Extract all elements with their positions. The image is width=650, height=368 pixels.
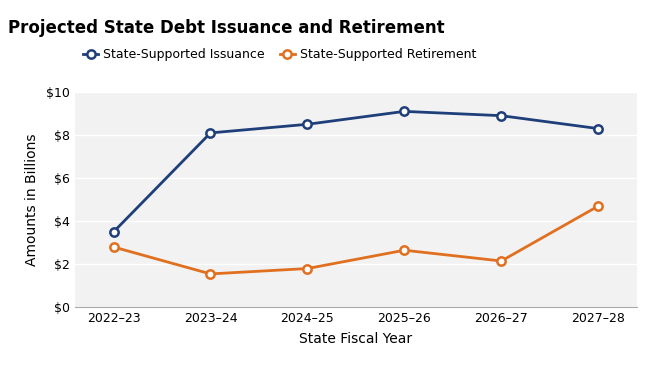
Text: Projected State Debt Issuance and Retirement: Projected State Debt Issuance and Retire… <box>8 19 445 37</box>
X-axis label: State Fiscal Year: State Fiscal Year <box>299 332 413 346</box>
Legend: State-Supported Issuance, State-Supported Retirement: State-Supported Issuance, State-Supporte… <box>78 43 481 66</box>
Y-axis label: Amounts in Billions: Amounts in Billions <box>25 133 39 266</box>
